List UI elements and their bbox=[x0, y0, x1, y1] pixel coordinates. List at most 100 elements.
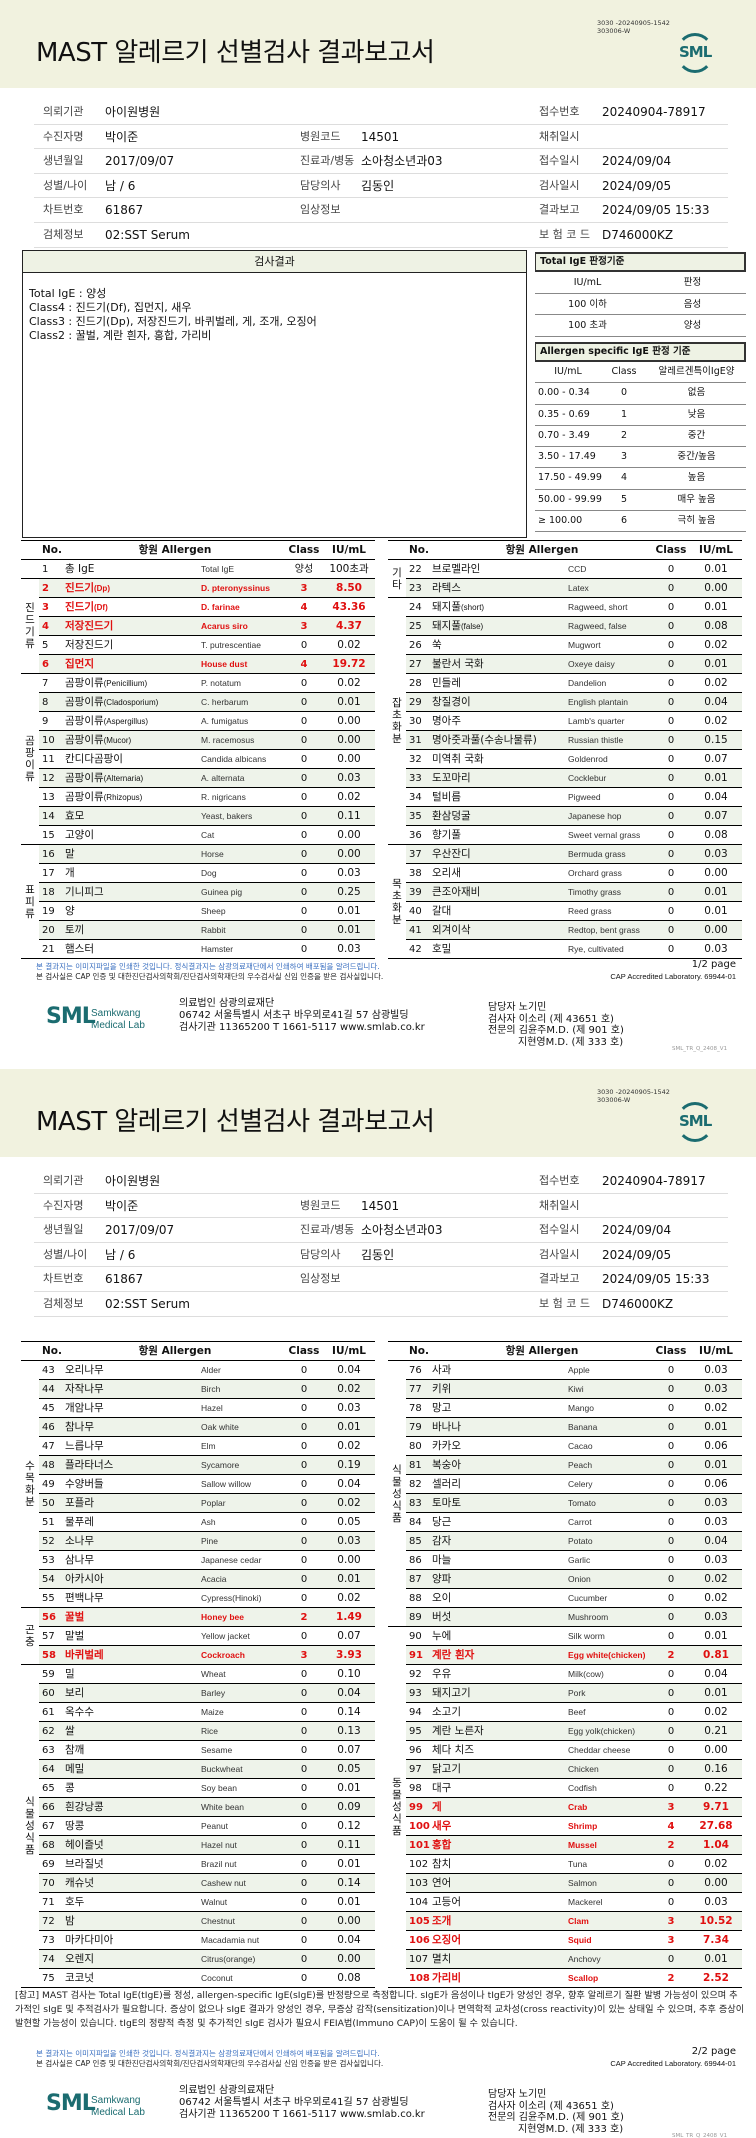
table-row: 동물성식품 90 누에 Silk worm 0 0.01 bbox=[388, 1626, 742, 1988]
allergen-korean: 고등어 bbox=[432, 1892, 568, 1912]
allergen-korean: 삼나무 bbox=[65, 1550, 201, 1570]
table-row: 41 외겨이삭 Redtop, bent grass 0 0.00 bbox=[388, 920, 742, 940]
korean-name: 양파 bbox=[432, 1572, 452, 1585]
korean-name: 효모 bbox=[65, 809, 85, 822]
patient-name: 박이준 bbox=[105, 129, 139, 144]
korean-name: 고양이 bbox=[65, 828, 94, 841]
iu-value: 0.02 bbox=[690, 673, 742, 693]
korean-subname: (short) bbox=[460, 602, 485, 612]
label: 의뢰기관 bbox=[43, 105, 84, 118]
allergen-english: Tuna bbox=[568, 1854, 652, 1874]
korean-name: 브로멜라인 bbox=[432, 562, 481, 575]
class-value: 0 bbox=[652, 597, 690, 617]
allergen-korean: 오렌지 bbox=[65, 1949, 201, 1969]
row-no: 34 bbox=[406, 787, 432, 807]
class-value: 0 bbox=[652, 1607, 690, 1627]
korean-name: 포플라 bbox=[65, 1496, 94, 1509]
allergen-korean: 우산잔디 bbox=[432, 844, 568, 864]
row-no: 89 bbox=[406, 1607, 432, 1627]
allergen-korean: 개 bbox=[65, 863, 201, 883]
report-page: MAST 알레르기 선별검사 결과보고서 3030 -20240905-1542… bbox=[0, 0, 756, 1052]
address-line: 의료법인 삼광의료재단 bbox=[179, 998, 275, 1009]
allergen-korean: 명아줏과풀(수송나물류) bbox=[432, 730, 568, 750]
class-value: 0 bbox=[285, 787, 323, 807]
korean-subname: (Dp) bbox=[93, 583, 110, 593]
class-value: 0 bbox=[285, 1873, 323, 1893]
logo-arc-icon bbox=[676, 1102, 714, 1142]
korean-name: 편백나무 bbox=[65, 1591, 104, 1604]
table-row: 20 토끼 Rabbit 0 0.01 bbox=[21, 920, 375, 940]
korean-name: 불란서 국화 bbox=[432, 657, 484, 670]
row-no: 7 bbox=[39, 673, 65, 693]
allergen-korean: 계란 흰자 bbox=[432, 1645, 568, 1665]
allergen-table: No. 항원 Allergen Class IU/mL 수목화분 43 오리나무 Alder 0… bbox=[21, 1341, 375, 1988]
table-row: 6 집먼지 House dust 4 19.72 bbox=[21, 654, 375, 674]
group-name: 동물성식품 bbox=[392, 1777, 402, 1837]
class-value: 0 bbox=[285, 711, 323, 731]
table-row: 13 곰팡이류(Rhizopus) R. nigricans 0 0.02 bbox=[21, 787, 375, 807]
row-no: 80 bbox=[406, 1436, 432, 1456]
staff-line: 담당자 노기민 bbox=[488, 2089, 547, 2100]
iu-header: IU/mL bbox=[690, 540, 742, 560]
allergen-korean: 꿀벌 bbox=[65, 1607, 201, 1627]
group-label: 목초화분 bbox=[388, 844, 406, 959]
iu-value: 0.00 bbox=[323, 825, 375, 845]
label: 보 험 코 드 bbox=[539, 1296, 590, 1310]
allergen-korean: 불란서 국화 bbox=[432, 654, 568, 674]
allergen-english: Rabbit bbox=[201, 920, 285, 940]
label: 결과보고 bbox=[539, 1272, 580, 1286]
label: 접수번호 bbox=[539, 1174, 580, 1187]
allergen-english: Birch bbox=[201, 1379, 285, 1399]
hospital-code: 14501 bbox=[361, 129, 400, 144]
allergen-english: Chicken bbox=[568, 1759, 652, 1779]
korean-name: 마카다미아 bbox=[65, 1933, 114, 1946]
group-name: 기타 bbox=[392, 566, 402, 591]
iu-value: 0.01 bbox=[323, 1892, 375, 1912]
row-no: 104 bbox=[406, 1892, 432, 1912]
row-no: 32 bbox=[406, 749, 432, 769]
footer-logo: SML bbox=[46, 2091, 96, 2116]
class-header: Class bbox=[285, 540, 323, 560]
label: 접수번호 bbox=[539, 105, 580, 118]
criteria-cell: 음성 bbox=[683, 298, 702, 310]
iu-value: 0.06 bbox=[690, 1474, 742, 1494]
iu-value: 0.00 bbox=[323, 730, 375, 750]
iu-value: 0.11 bbox=[323, 1835, 375, 1855]
row-no: 106 bbox=[406, 1930, 432, 1950]
korean-name: 곰팡이류 bbox=[65, 771, 104, 784]
allergen-korean: 메밀 bbox=[65, 1759, 201, 1779]
allergen-english: Garlic bbox=[568, 1550, 652, 1570]
criteria-row: 0.70 - 3.49 2 중간 bbox=[535, 426, 746, 448]
row-no: 76 bbox=[406, 1360, 432, 1380]
iu-value: 10.52 bbox=[690, 1911, 742, 1931]
class-value: 0 bbox=[652, 1436, 690, 1456]
korean-name: 대구 bbox=[432, 1781, 452, 1794]
class-value: 0 bbox=[652, 692, 690, 712]
cap-notice: 본 검사실은 CAP 인증 및 대한진단검사의학회/진단검사의학재단의 우수검사… bbox=[36, 972, 384, 981]
allergen-english: Egg white(chicken) bbox=[568, 1645, 652, 1665]
allergen-english: Tomato bbox=[568, 1493, 652, 1513]
allergen-korean: 향기풀 bbox=[432, 825, 568, 845]
no-header: No. bbox=[406, 540, 432, 560]
row-no: 90 bbox=[406, 1626, 432, 1646]
korean-name: 카카오 bbox=[432, 1439, 461, 1452]
korean-name: 밀 bbox=[65, 1667, 75, 1680]
allergen-korean: 카카오 bbox=[432, 1436, 568, 1456]
korean-name: 버섯 bbox=[432, 1610, 452, 1623]
allergen-english: Rice bbox=[201, 1721, 285, 1741]
iu-value: 0.02 bbox=[323, 1493, 375, 1513]
hospital-code: 14501 bbox=[361, 1198, 400, 1213]
iu-value: 0.01 bbox=[323, 901, 375, 921]
row-no: 79 bbox=[406, 1417, 432, 1437]
staff-line: 지현영M.D. (제 333 호) bbox=[518, 2123, 624, 2135]
table-row: 18 기니피그 Guinea pig 0 0.25 bbox=[21, 882, 375, 902]
iu-value: 0.02 bbox=[323, 1436, 375, 1456]
label: 병원코드 bbox=[300, 1198, 341, 1212]
korean-subname: (Cladosporium) bbox=[103, 697, 159, 707]
allergen-english: Codfish bbox=[568, 1778, 652, 1798]
iu-value: 0.01 bbox=[690, 1455, 742, 1475]
result-line: Class2 : 꿀벌, 계란 흰자, 홍합, 가리비 bbox=[29, 329, 212, 342]
class-value: 2 bbox=[285, 1607, 323, 1627]
row-no: 53 bbox=[39, 1550, 65, 1570]
korean-name: 호두 bbox=[65, 1895, 85, 1908]
